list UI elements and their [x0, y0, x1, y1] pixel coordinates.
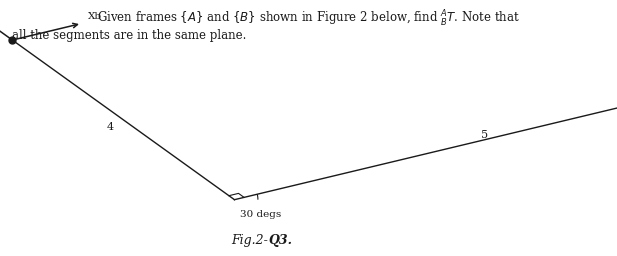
Text: Given frames $\{A\}$ and $\{B\}$ shown in Figure 2 below, find $^A_BT$. Note tha: Given frames $\{A\}$ and $\{B\}$ shown i…	[97, 9, 520, 29]
Text: all the segments are in the same plane.: all the segments are in the same plane.	[12, 29, 247, 42]
Text: Xb: Xb	[88, 12, 102, 21]
Text: 4: 4	[107, 122, 114, 132]
Text: 5: 5	[481, 130, 488, 140]
Text: 30 degs: 30 degs	[240, 210, 281, 219]
Text: Fig.2-: Fig.2-	[231, 234, 268, 247]
Text: Q3.: Q3.	[268, 234, 292, 247]
Point	[7, 38, 17, 42]
